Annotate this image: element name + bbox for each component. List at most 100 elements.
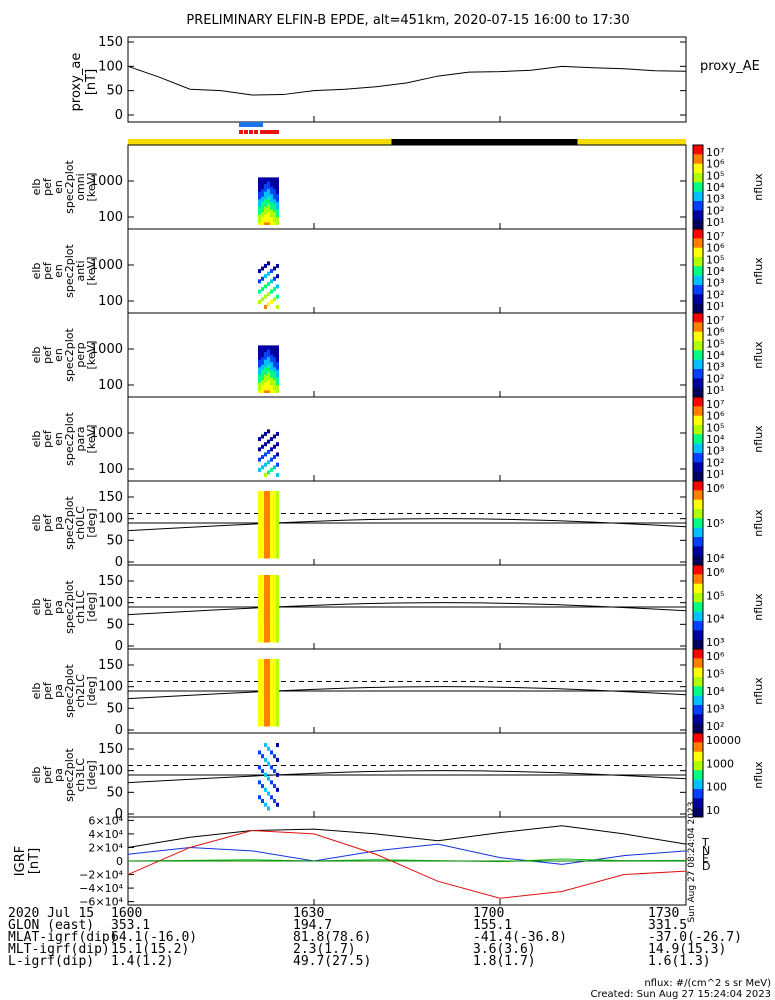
spectrogram-cell — [258, 269, 261, 274]
spectrogram-cell — [258, 509, 261, 514]
spectrogram-cell — [276, 177, 279, 182]
colorbar-tick-label: 10¹ — [706, 468, 724, 481]
spectrogram-cell — [273, 498, 276, 503]
spectrogram-cell — [270, 722, 273, 727]
spectrogram-cell — [276, 593, 279, 598]
spectrogram-cell — [273, 455, 276, 460]
footer-row-value: 1.6(1.3) — [648, 954, 711, 969]
spectrogram-cell — [258, 673, 261, 678]
spectrogram-ylabel: elb — [30, 599, 43, 616]
spectrogram-cell — [273, 218, 276, 223]
spectrogram-cell — [273, 187, 276, 192]
spectrogram-cell — [261, 513, 264, 518]
colorbar-segment — [693, 807, 703, 818]
footer-row-value: 194.7 — [293, 918, 333, 933]
spectrogram-cell — [261, 799, 264, 803]
spectrogram-cell — [270, 795, 273, 800]
y-tick-label: 100 — [98, 680, 123, 695]
colorbar-segment — [693, 285, 703, 295]
spectrogram-cell — [267, 718, 270, 723]
spectrogram-cell — [267, 439, 270, 444]
colorbar-segment — [693, 163, 703, 174]
footer-row-value: 2.3(1.7) — [293, 942, 356, 957]
spectrogram-cell — [261, 550, 264, 555]
spectrogram-cell — [273, 520, 276, 525]
spectrogram-cell — [261, 601, 264, 606]
spectrogram-cell — [270, 780, 273, 785]
spectrogram-cell — [267, 192, 270, 197]
spectrogram-cell — [264, 662, 267, 667]
attitude-mark — [254, 130, 258, 134]
spectrogram-cell — [264, 274, 267, 279]
spectrogram-cell — [276, 505, 279, 510]
spectrogram-cell — [264, 703, 267, 708]
spectrogram-cell — [258, 218, 261, 223]
spectrogram-cell — [261, 389, 264, 393]
spectrogram-cell — [270, 688, 273, 693]
spectrogram-cell — [264, 707, 267, 712]
colorbar-tick-label: 10⁴ — [706, 613, 725, 626]
spectrogram-cell — [273, 673, 276, 678]
spectrogram-cell — [267, 355, 270, 360]
spectrogram-cell — [261, 619, 264, 624]
spectrogram-cell — [276, 200, 279, 205]
colorbar-tick-label: 10¹ — [706, 300, 724, 313]
spectrogram-cell — [264, 608, 267, 613]
spectrogram-cell — [261, 532, 264, 537]
spectrogram-cell — [270, 365, 273, 370]
spectrogram-cell — [276, 692, 279, 697]
spectrogram-cell — [273, 612, 276, 617]
spectrogram-cell — [261, 197, 264, 202]
spectrogram-cell — [273, 685, 276, 690]
spectrogram-cell — [258, 192, 261, 197]
spectrogram-cell — [273, 681, 276, 686]
colorbar-segment — [693, 369, 703, 379]
spectrogram-ylabel: pa — [52, 600, 65, 614]
spectrogram-cell — [258, 221, 261, 225]
spectrogram-cell — [264, 696, 267, 701]
spectrogram-cell — [276, 554, 279, 559]
spectrogram-cell — [258, 502, 261, 507]
spectrogram-cell — [261, 347, 264, 352]
colorbar-segment — [693, 303, 703, 314]
colorbar-segment — [693, 770, 703, 781]
spectrogram-cell — [267, 715, 270, 719]
spectrogram-cell — [267, 547, 270, 551]
spectrogram-ylabel: omni — [74, 173, 87, 200]
spectrogram-cell — [270, 696, 273, 701]
spectrogram-cell — [273, 715, 276, 719]
spectrogram-cell — [264, 210, 267, 215]
colorbar-tick-label: 1000 — [706, 757, 734, 770]
attitude-mark — [239, 130, 243, 134]
igrf-legend-E: E — [702, 852, 709, 865]
spectrogram-cell — [267, 509, 270, 514]
spectrogram-ylabel: [deg] — [85, 676, 98, 705]
spectrogram-cell — [264, 353, 267, 358]
spectrogram-cell — [276, 284, 279, 289]
spectrogram-cell — [261, 465, 264, 470]
spectrogram-cell — [270, 203, 273, 208]
spectrogram-cell — [276, 502, 279, 507]
colorbar-label: nflux — [752, 677, 765, 705]
spectrogram-cell — [258, 360, 261, 365]
spectrogram-cell — [258, 638, 261, 643]
spectrogram-cell — [276, 473, 279, 477]
spectrogram-cell — [276, 358, 279, 363]
spectrogram-cell — [270, 190, 273, 195]
footer-row-value: -41.4(-36.8) — [473, 930, 567, 945]
spectrogram-cell — [261, 345, 264, 350]
spectrogram-cell — [267, 608, 270, 613]
spectrogram-cell — [261, 692, 264, 697]
spectrogram-cell — [264, 383, 267, 388]
spectrogram-cell — [258, 190, 261, 195]
spectrogram-cell — [267, 210, 270, 215]
spectrogram-cell — [276, 513, 279, 518]
spectrogram-cell — [270, 389, 273, 393]
spectrogram-cell — [261, 276, 264, 281]
spectrogram-cell — [258, 659, 261, 663]
spectrogram-cell — [264, 802, 267, 807]
igrf-series-D — [127, 830, 687, 899]
spectrogram-cell — [276, 578, 279, 583]
spectrogram-cell — [267, 205, 270, 210]
spectrogram-cell — [270, 666, 273, 671]
